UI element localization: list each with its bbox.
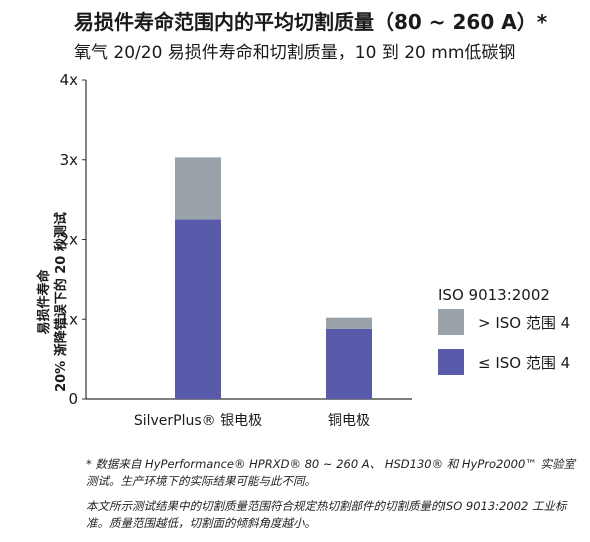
footnote-iso-standard: 本文所示测试结果中的切割质量范围符合规定热切割部件的切割质量的ISO 9013:… [86, 499, 567, 530]
y-tick-label: 2x [60, 231, 79, 249]
y-axis-label-line1: 易损件寿命 [37, 269, 52, 335]
legend-swatch-above-iso [438, 309, 464, 335]
x-tick-label: SilverPlus® 银电极 [134, 413, 262, 429]
y-axis-label-line2: 20% 渐降错误下的 20 秒测试 [54, 212, 69, 392]
y-axis-label: 易损件寿命 20% 渐降错误下的 20 秒测试 [36, 192, 84, 412]
y-tick-label: 0 [68, 390, 78, 408]
bar-chart: 0 1x 2x 3x 4x SilverPlus® 银电极 铜电极 [60, 71, 412, 429]
legend-title: ISO 9013:2002 [438, 286, 550, 304]
footnote-data-source: * 数据来自 HyPerformance® HPRXD® 80 ~ 260 A、… [86, 457, 575, 488]
y-tick-label: 3x [60, 151, 79, 169]
y-tick-label: 1x [60, 310, 79, 328]
bar-segment [175, 219, 221, 399]
bar-segment [326, 328, 372, 399]
y-tick-label: 4x [60, 71, 79, 89]
bar-segment [326, 317, 372, 329]
legend-label-within-iso: ≤ ISO 范围 4 [478, 353, 571, 372]
legend-item-within-iso: ≤ ISO 范围 4 [438, 349, 570, 375]
legend-swatch-within-iso [438, 349, 464, 375]
legend-label-above-iso: > ISO 范围 4 [478, 313, 571, 332]
legend-item-above-iso: > ISO 范围 4 [438, 309, 570, 335]
bar-segment [175, 157, 221, 220]
x-tick-label: 铜电极 [328, 413, 370, 429]
chart-subtitle: 氧气 20/20 易损件寿命和切割质量，10 到 20 mm低碳钢 [74, 43, 516, 63]
chart-title: 易损件寿命范围内的平均切割质量（80 ~ 260 A）* [74, 10, 548, 34]
